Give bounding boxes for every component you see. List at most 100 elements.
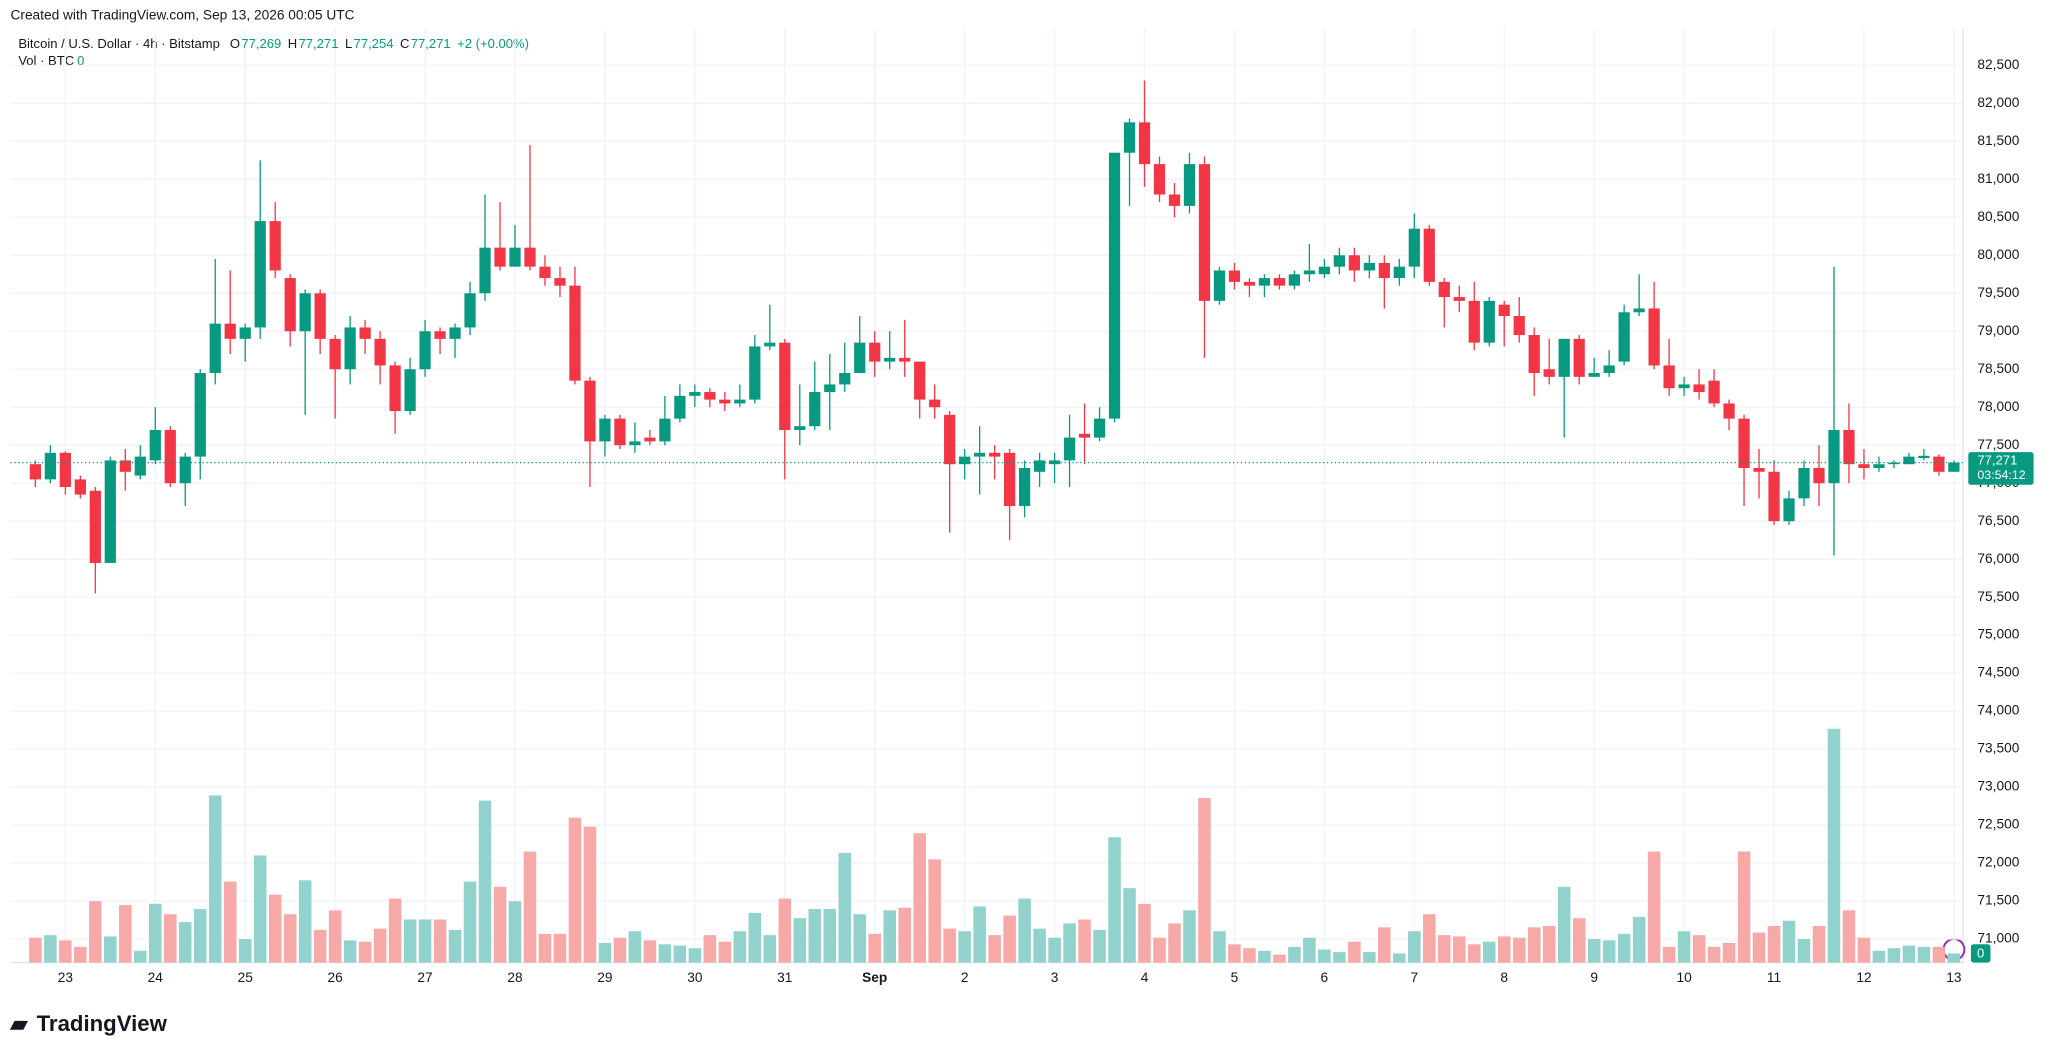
x-tick-label: 24 [148, 970, 164, 985]
volume-bar [149, 903, 162, 963]
volume-bar [1033, 928, 1046, 963]
candle-body [1213, 270, 1226, 301]
symbol: Bitcoin / U.S. Dollar · 4h · Bitstamp [18, 36, 220, 51]
volume-bar [733, 931, 747, 963]
x-tick-label: 27 [417, 970, 432, 985]
volume-bar [913, 833, 926, 963]
y-tick-label: 79,000 [1977, 323, 2019, 338]
volume-bar [448, 929, 462, 963]
volume-bar [1003, 915, 1016, 963]
candle-body [1243, 281, 1256, 286]
candle-body [1333, 255, 1345, 267]
volume-bar [1393, 953, 1406, 963]
volume-bar [1273, 954, 1286, 963]
volume-bar [1722, 942, 1736, 963]
candle-body [299, 293, 311, 332]
volume-bar [29, 937, 42, 963]
candle-body [614, 418, 626, 446]
candle-body [749, 346, 761, 400]
candle-body [1378, 262, 1390, 279]
volume-bar [1408, 931, 1421, 963]
ohlc-key: O [230, 36, 240, 51]
y-tick-label: 76,000 [1977, 551, 2019, 566]
volume-bar [523, 851, 537, 963]
candle-body [809, 392, 821, 427]
candle-body [719, 399, 731, 404]
candle-body [569, 285, 581, 381]
volume-bar [1423, 914, 1436, 963]
y-tick-label: 71,000 [1977, 931, 2019, 946]
candle-body [89, 490, 101, 563]
volume-bar [1692, 935, 1706, 963]
y-tick-label: 78,000 [1977, 399, 2019, 414]
candle-body [329, 338, 341, 370]
volume-bar [1512, 937, 1526, 963]
volume-bar [1797, 939, 1811, 963]
candle-body [824, 384, 836, 393]
candle-body [989, 452, 1001, 457]
candle-body [1948, 462, 1960, 472]
y-tick-label: 81,500 [1977, 133, 2019, 148]
candle-body [524, 247, 536, 267]
volume-bar [1333, 952, 1346, 963]
candle-body [464, 293, 476, 328]
volume-bar [1677, 931, 1691, 963]
volume-bar [1872, 950, 1886, 963]
candle-body [944, 414, 956, 465]
candle-body [839, 373, 851, 385]
candle-body [1708, 380, 1720, 404]
volume-bar [223, 881, 237, 963]
candle-body [1363, 262, 1375, 271]
volume-bar [463, 881, 477, 963]
candle-body [1108, 152, 1121, 419]
candle-body [674, 395, 686, 419]
volume-label: Vol · BTC [18, 53, 74, 68]
volume-bar [598, 942, 612, 963]
volume-bar [328, 910, 342, 963]
y-tick-label: 78,500 [1977, 361, 2019, 376]
volume-bar [1063, 923, 1076, 963]
x-tick-label: 12 [1856, 970, 1871, 985]
volume-bar [1348, 941, 1361, 963]
volume-bar [1602, 940, 1616, 963]
candle-body [1273, 278, 1286, 286]
countdown: 03:54:12 [1977, 468, 2025, 482]
volume-bar [1767, 926, 1781, 963]
volume-bar [973, 906, 986, 963]
volume-bar [688, 948, 702, 963]
volume-bar [1288, 946, 1301, 963]
ohlc-value: 77,269 [241, 36, 281, 51]
x-tick-label: 30 [687, 970, 703, 985]
candle-body [584, 380, 596, 442]
ohlc-value: 77,271 [411, 36, 451, 51]
candle-body [1078, 433, 1091, 438]
y-tick-label: 74,500 [1977, 665, 2019, 680]
y-tick-label: 75,000 [1977, 627, 2019, 642]
volume-bar [1018, 898, 1031, 963]
candle-body [119, 460, 131, 472]
volume-bar [1453, 936, 1466, 963]
candle-body [1648, 308, 1660, 366]
candle-body [314, 293, 326, 339]
volume-bar [1467, 944, 1481, 963]
volume-bar [1123, 888, 1136, 963]
volume-bar [1557, 886, 1571, 963]
candle-body [1813, 467, 1825, 484]
candle-body [1633, 308, 1645, 313]
brand-logo: ▰ [9, 1011, 28, 1036]
candle-body [1903, 456, 1915, 465]
volume-bar [373, 928, 387, 963]
volume-bar [763, 935, 777, 963]
x-tick-label: 2 [961, 970, 969, 985]
candle-body [1348, 255, 1360, 271]
candle-body [59, 452, 71, 487]
volume-bar [358, 941, 372, 963]
ohlc-key: L [345, 36, 352, 51]
candle-body [1573, 338, 1585, 377]
x-tick-label: 3 [1051, 970, 1059, 985]
volume-bar [1752, 932, 1766, 963]
volume-bar [808, 909, 822, 963]
volume-bar [508, 901, 522, 963]
candle-body [29, 464, 41, 480]
